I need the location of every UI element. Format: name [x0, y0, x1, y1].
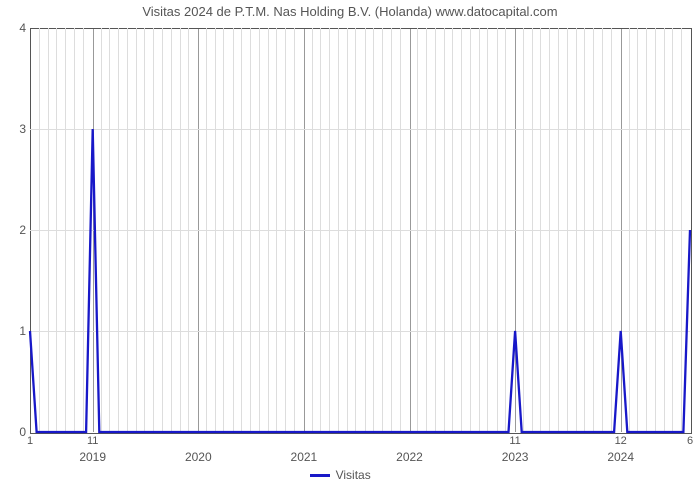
- legend-label: Visitas: [336, 468, 371, 482]
- legend-swatch: [310, 474, 330, 477]
- legend: Visitas: [304, 466, 377, 484]
- series-line: [30, 129, 690, 432]
- line-plot-svg: [0, 0, 700, 500]
- chart-container: Visitas 2024 de P.T.M. Nas Holding B.V. …: [0, 0, 700, 500]
